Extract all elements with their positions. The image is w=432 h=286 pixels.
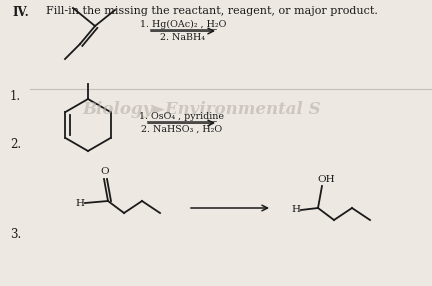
Text: 1. Hg(OAc)₂ , H₂O: 1. Hg(OAc)₂ , H₂O bbox=[140, 20, 226, 29]
Text: Biology►Environmental S: Biology►Environmental S bbox=[82, 100, 321, 118]
Text: 3.: 3. bbox=[10, 228, 21, 241]
Text: 1. OsO₄ , pyridine: 1. OsO₄ , pyridine bbox=[139, 112, 224, 121]
Text: 1.: 1. bbox=[10, 90, 21, 103]
Text: OH: OH bbox=[317, 174, 335, 184]
Text: Fill-in the missing the reactant, reagent, or major product.: Fill-in the missing the reactant, reagen… bbox=[46, 6, 378, 16]
Text: 2. NaBH₄: 2. NaBH₄ bbox=[161, 33, 206, 42]
Text: 2. NaHSO₃ , H₂O: 2. NaHSO₃ , H₂O bbox=[141, 125, 222, 134]
Text: IV.: IV. bbox=[12, 6, 29, 19]
Text: 2.: 2. bbox=[10, 138, 21, 151]
Text: O: O bbox=[101, 168, 109, 176]
Text: H: H bbox=[292, 206, 301, 214]
Text: H: H bbox=[76, 198, 85, 208]
